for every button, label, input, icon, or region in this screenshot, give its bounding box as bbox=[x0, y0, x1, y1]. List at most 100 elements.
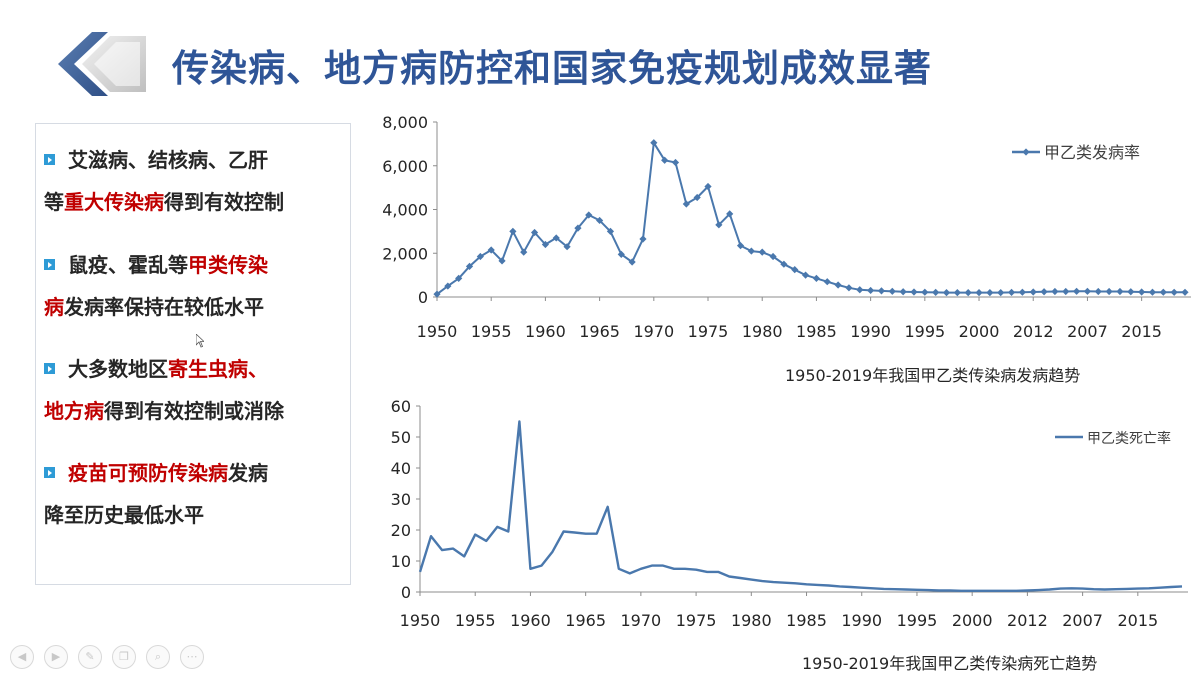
x-tick-label: 1990 bbox=[841, 611, 882, 630]
data-point bbox=[585, 211, 593, 219]
x-tick-label: 1965 bbox=[579, 322, 620, 341]
data-point bbox=[715, 221, 723, 229]
data-point bbox=[964, 289, 972, 297]
incidence-chart-title: 1950-2019年我国甲乙类传染病发病趋势 bbox=[785, 366, 1081, 385]
y-tick-label: 40 bbox=[391, 459, 411, 478]
x-tick-label: 1985 bbox=[796, 322, 837, 341]
data-point bbox=[1051, 287, 1059, 296]
data-point bbox=[877, 287, 886, 295]
data-point bbox=[1127, 288, 1135, 296]
highlight-text: 寄生虫病、 bbox=[168, 357, 268, 381]
x-tick-label: 1955 bbox=[455, 611, 496, 630]
x-tick-label: 2007 bbox=[1062, 611, 1103, 630]
data-point bbox=[596, 216, 604, 225]
x-tick-label: 2012 bbox=[1007, 611, 1048, 630]
bullet-text: 发病率保持在较低水平 bbox=[64, 295, 264, 319]
y-tick-label: 2,000 bbox=[382, 244, 428, 263]
data-point bbox=[780, 260, 788, 268]
data-point bbox=[1116, 287, 1124, 296]
x-tick-label: 1975 bbox=[676, 611, 717, 630]
bullet-1-line-2: 等重大传染病得到有效控制 bbox=[44, 188, 284, 216]
data-point bbox=[856, 286, 864, 294]
y-tick-label: 30 bbox=[391, 490, 411, 509]
x-tick-label: 1985 bbox=[786, 611, 827, 630]
data-point bbox=[867, 286, 875, 295]
bullet-2-line-2: 病发病率保持在较低水平 bbox=[44, 293, 264, 321]
more-icon[interactable]: ⋯ bbox=[180, 645, 204, 669]
legend-marker bbox=[1022, 148, 1030, 156]
data-point bbox=[1159, 288, 1167, 296]
bullet-text: 发病 bbox=[228, 461, 268, 485]
highlight-text: 疫苗可预防传染病 bbox=[68, 461, 228, 485]
data-point bbox=[997, 289, 1005, 297]
data-point bbox=[921, 288, 929, 296]
x-tick-label: 1980 bbox=[731, 611, 772, 630]
data-point bbox=[628, 258, 636, 266]
data-point bbox=[942, 289, 951, 297]
legend-label: 甲乙类死亡率 bbox=[1087, 430, 1171, 447]
data-point bbox=[812, 274, 821, 283]
x-tick-label: 1965 bbox=[565, 611, 606, 630]
data-point bbox=[617, 250, 625, 258]
data-point bbox=[563, 243, 571, 251]
data-point bbox=[1018, 288, 1026, 296]
x-tick-label: 1975 bbox=[688, 322, 729, 341]
x-tick-label: 2012 bbox=[1013, 322, 1054, 341]
data-point bbox=[1138, 288, 1146, 296]
x-tick-label: 2015 bbox=[1121, 322, 1162, 341]
data-point bbox=[639, 235, 647, 243]
x-tick-label: 1950 bbox=[400, 611, 441, 630]
data-point bbox=[986, 289, 994, 297]
data-point bbox=[1094, 287, 1102, 296]
bullet-2-line-1: 鼠疫、霍乱等甲类传染 bbox=[44, 251, 268, 279]
data-point bbox=[736, 241, 745, 250]
data-point bbox=[834, 281, 842, 289]
data-point bbox=[509, 227, 517, 235]
y-tick-label: 6,000 bbox=[382, 157, 428, 176]
bullet-text: 大多数地区 bbox=[68, 357, 168, 381]
x-tick-label: 1995 bbox=[904, 322, 945, 341]
bullet-marker-icon bbox=[44, 154, 55, 165]
data-point bbox=[541, 240, 550, 249]
data-point bbox=[1083, 287, 1092, 295]
mortality-chart-title: 1950-2019年我国甲乙类传染病死亡趋势 bbox=[802, 654, 1098, 673]
bullet-marker-icon bbox=[44, 467, 55, 478]
x-tick-label: 1995 bbox=[897, 611, 938, 630]
x-tick-label: 2000 bbox=[959, 322, 1000, 341]
data-point bbox=[1029, 288, 1037, 296]
x-tick-label: 1980 bbox=[742, 322, 783, 341]
data-point bbox=[476, 252, 484, 261]
page-title: 传染病、地方病防控和国家免疫规划成效显著 bbox=[172, 47, 932, 90]
copy-icon[interactable]: ❐ bbox=[112, 645, 136, 669]
bullet-3-line-2: 地方病得到有效控制或消除 bbox=[44, 397, 284, 425]
x-tick-label: 1950 bbox=[417, 322, 458, 341]
highlight-text: 重大传染病 bbox=[64, 190, 164, 214]
data-point bbox=[747, 247, 755, 255]
data-point bbox=[1181, 288, 1189, 296]
data-point bbox=[932, 288, 940, 297]
bullet-1-line-1: 艾滋病、结核病、乙肝 bbox=[44, 146, 268, 174]
data-point bbox=[552, 234, 560, 242]
data-point bbox=[801, 271, 810, 279]
legend-label: 甲乙类发病率 bbox=[1044, 143, 1140, 162]
data-point bbox=[758, 248, 766, 256]
data-point bbox=[487, 246, 495, 254]
data-point bbox=[1040, 288, 1048, 296]
data-point bbox=[1105, 287, 1113, 296]
x-tick-label: 1960 bbox=[510, 611, 551, 630]
x-tick-label: 1970 bbox=[633, 322, 674, 341]
x-tick-label: 2000 bbox=[952, 611, 993, 630]
zoom-icon[interactable]: ⌕ bbox=[146, 645, 170, 669]
data-point bbox=[444, 282, 452, 290]
bullet-text: 降至历史最低水平 bbox=[44, 503, 204, 527]
pen-icon[interactable]: ✎ bbox=[78, 645, 102, 669]
x-tick-label: 1955 bbox=[471, 322, 512, 341]
back-icon[interactable]: ◀ bbox=[10, 645, 34, 669]
data-point bbox=[791, 266, 799, 274]
data-point bbox=[1170, 288, 1178, 296]
forward-icon[interactable]: ▶ bbox=[44, 645, 68, 669]
bullet-panel: 艾滋病、结核病、乙肝 等重大传染病得到有效控制 鼠疫、霍乱等甲类传染 病发病率保持在较… bbox=[35, 123, 351, 585]
data-point bbox=[465, 262, 474, 270]
mouse-cursor-icon bbox=[196, 334, 204, 348]
incidence-chart: 0 2,000 4,000 6,000 8,000 1950 1955 1960 1965 197… bbox=[382, 113, 1191, 341]
